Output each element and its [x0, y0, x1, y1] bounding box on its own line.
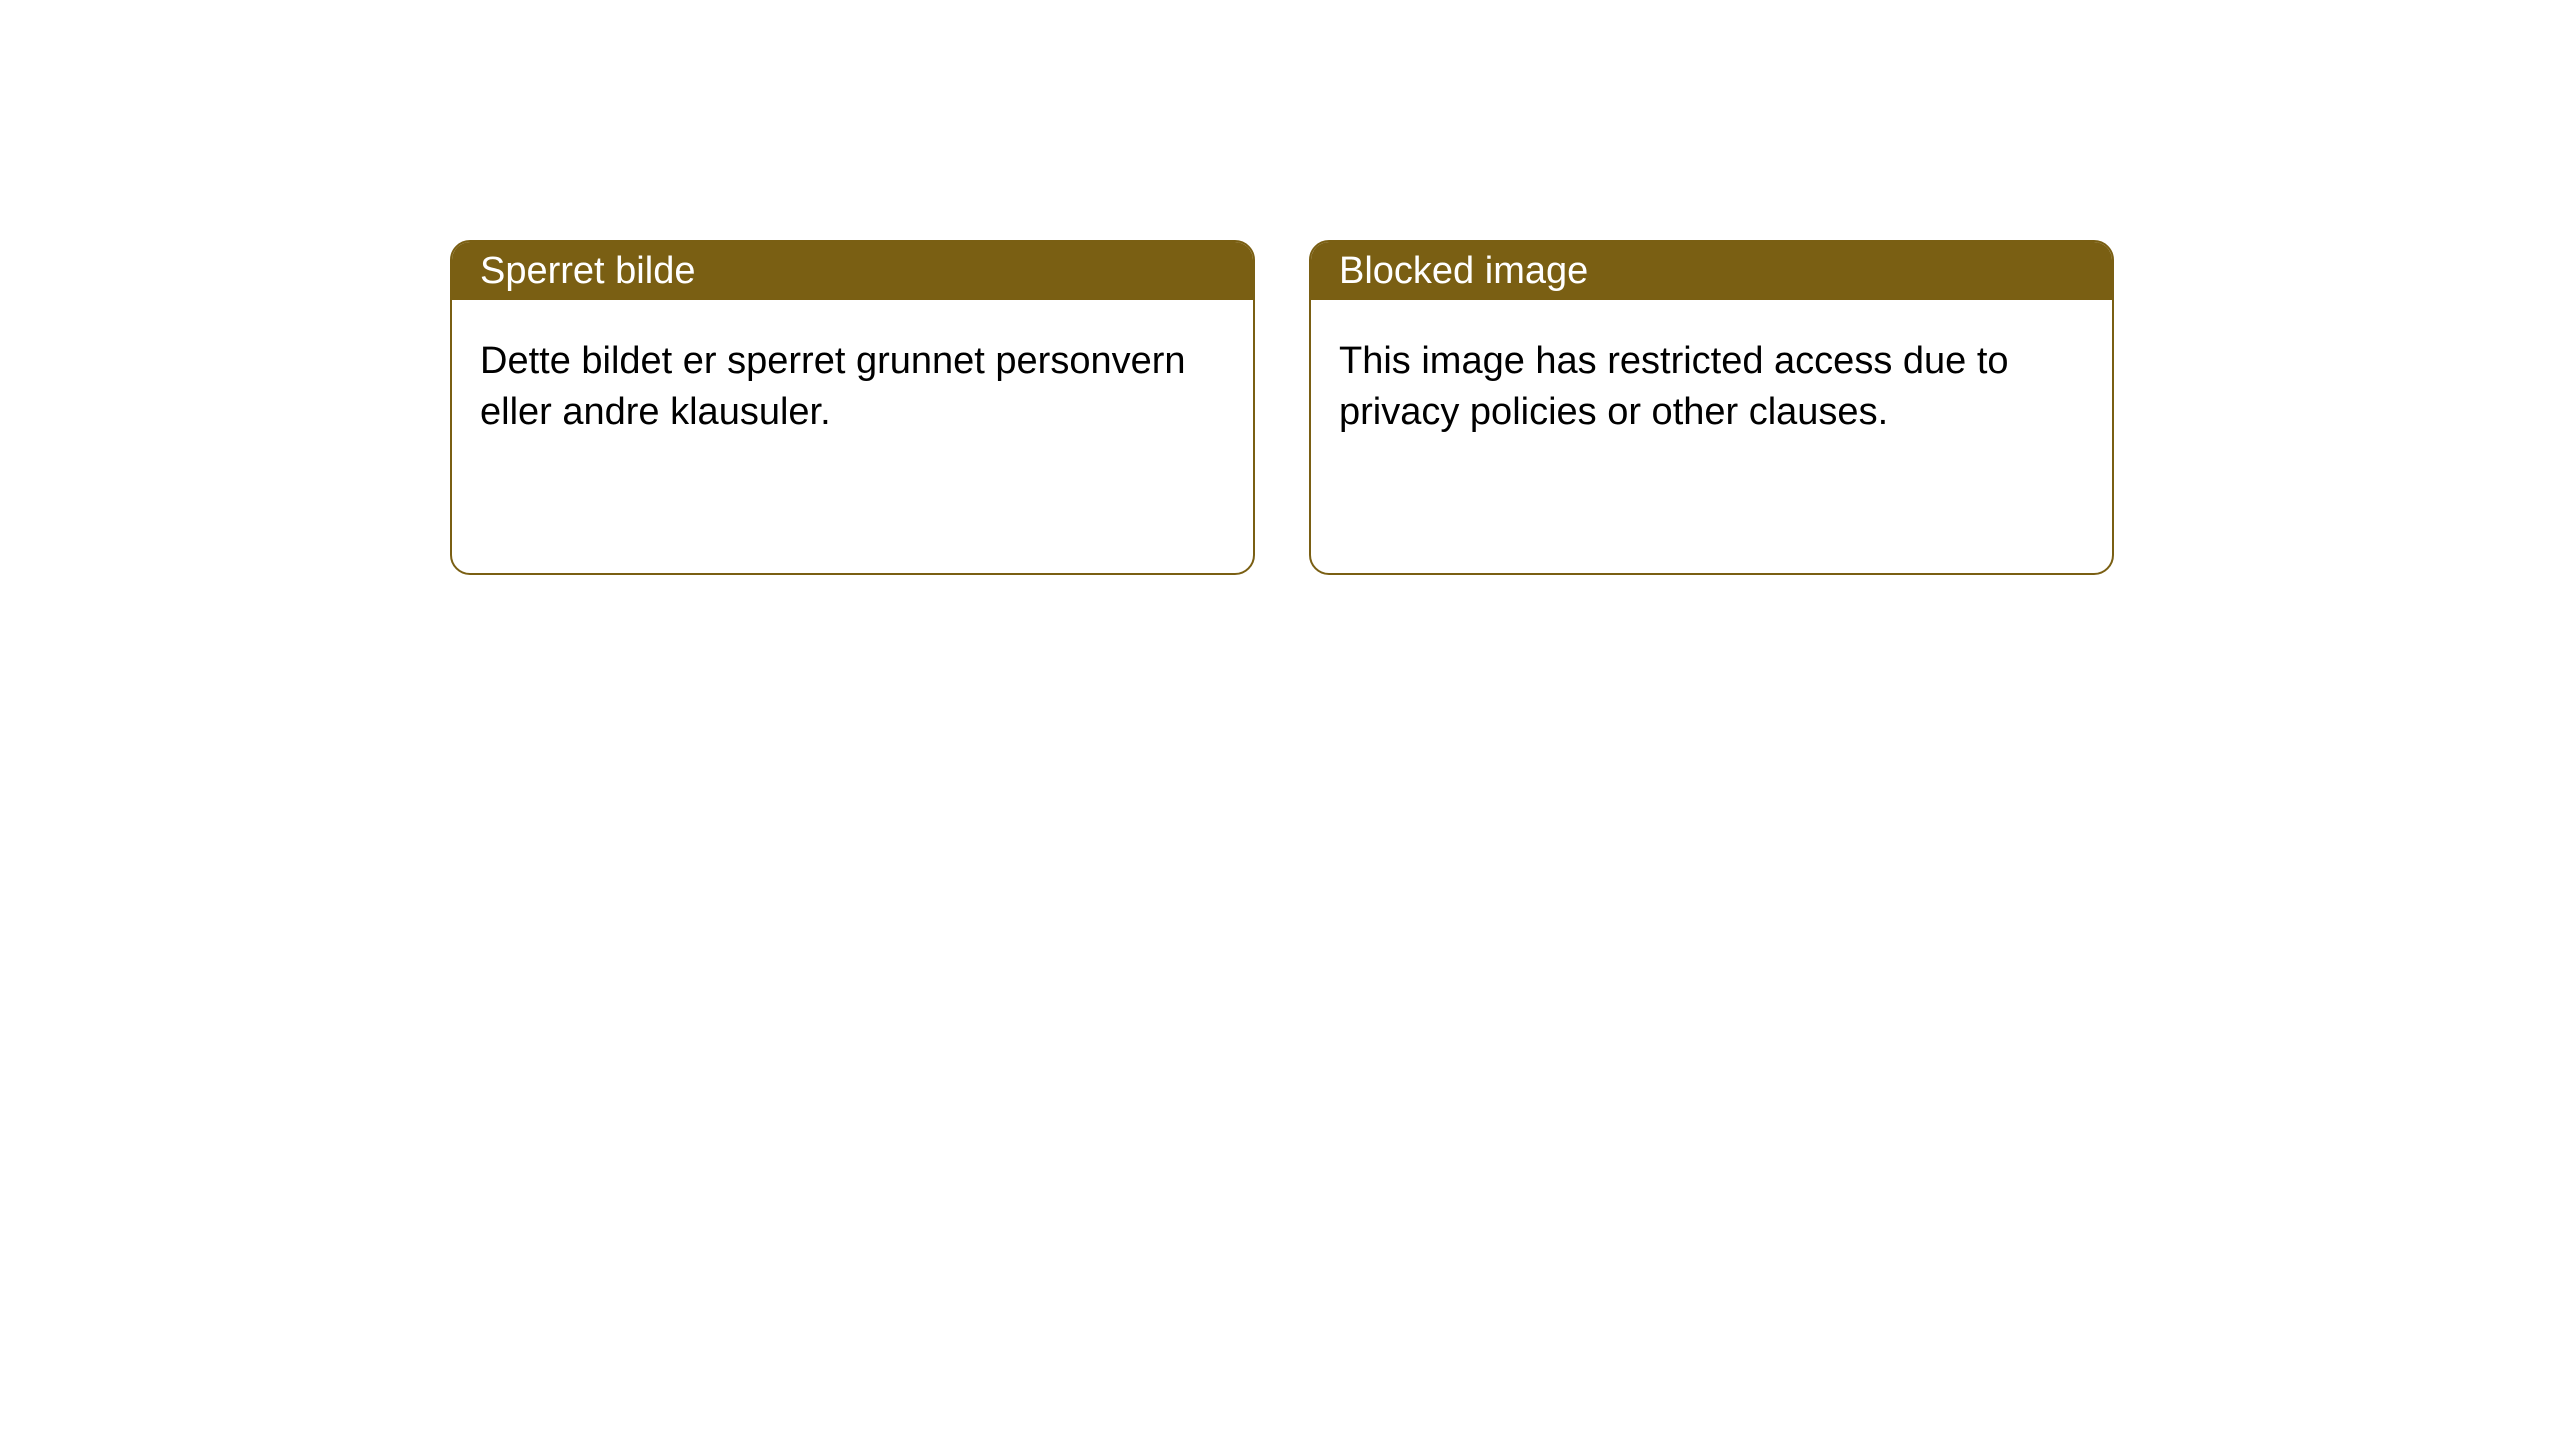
card-body: This image has restricted access due to …: [1311, 300, 2112, 475]
card-title: Sperret bilde: [480, 250, 695, 293]
card-body: Dette bildet er sperret grunnet personve…: [452, 300, 1253, 475]
card-title: Blocked image: [1339, 250, 1588, 293]
card-body-text: This image has restricted access due to …: [1339, 340, 2009, 433]
card-header: Blocked image: [1311, 242, 2112, 300]
notice-container: Sperret bilde Dette bildet er sperret gr…: [0, 0, 2560, 575]
blocked-image-card-no: Sperret bilde Dette bildet er sperret gr…: [450, 240, 1255, 575]
blocked-image-card-en: Blocked image This image has restricted …: [1309, 240, 2114, 575]
card-body-text: Dette bildet er sperret grunnet personve…: [480, 340, 1186, 433]
card-header: Sperret bilde: [452, 242, 1253, 300]
